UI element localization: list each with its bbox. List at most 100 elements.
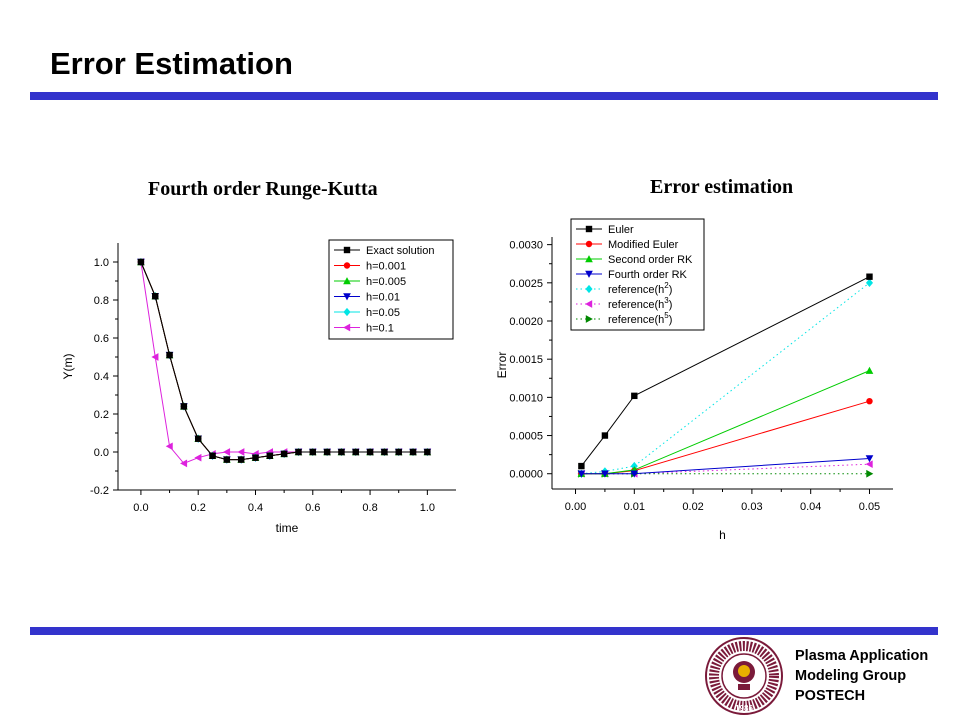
err-legend-marker xyxy=(585,225,593,233)
err-data-point xyxy=(630,470,639,478)
rk4-data-point xyxy=(237,448,245,456)
rk4-data-point xyxy=(209,452,216,459)
err-legend-marker xyxy=(585,300,593,308)
err-x-tick-label: 0.03 xyxy=(741,501,762,513)
err-x-tick-label: 0.04 xyxy=(800,501,821,513)
err-data-point xyxy=(866,397,873,405)
err-legend: Euler Modified Euler Second order RK Fourth… xyxy=(570,218,705,331)
rk4-data-point xyxy=(266,452,274,459)
rk4-data-point xyxy=(180,403,188,410)
err-x-axis-label: h xyxy=(719,528,726,542)
rk4-x-tick-label: 1.0 xyxy=(420,502,435,514)
err-data-point xyxy=(865,455,874,463)
rk4-y-tick-label: -0.2 xyxy=(90,485,109,497)
rk4-y-tick-label: 0.2 xyxy=(94,409,109,421)
rk4-chart: 0.0 0.2 0.4 0.6 0.8 1.0 -0.2 0.0 0.2 0.4 0.6 0.8 1.0… xyxy=(61,239,456,535)
err-legend-label: Euler xyxy=(608,224,634,236)
rk4-y-tick-label: 0.0 xyxy=(94,447,109,459)
rk4-x-axis-label: time xyxy=(276,521,299,535)
footer-line-2: Modeling Group xyxy=(795,668,907,684)
err-x-tick-label: 0.05 xyxy=(859,501,880,513)
err-y-tick-label: 0.0025 xyxy=(509,278,543,290)
rk4-legend-marker xyxy=(343,277,351,285)
rk4-data-point xyxy=(223,448,231,456)
err-data-point xyxy=(601,470,609,478)
err-series-line xyxy=(581,457,870,475)
err-data-point xyxy=(577,470,586,478)
err-series-line xyxy=(581,276,870,467)
bottom-divider-bar xyxy=(30,627,938,635)
rk4-legend-label: Exact solution xyxy=(366,245,434,257)
rk4-legend-marker xyxy=(343,246,351,254)
err-data-point xyxy=(631,392,638,400)
err-data-point xyxy=(865,460,873,469)
rk4-y-tick-label: 0.8 xyxy=(94,295,109,307)
rk4-data-point xyxy=(295,448,302,456)
rk4-data-point xyxy=(395,448,402,456)
rk4-y-tick-label: 1.0 xyxy=(94,257,109,269)
err-data-point xyxy=(601,432,609,439)
err-y-tick-label: 0.0015 xyxy=(509,354,543,366)
rk4-data-point xyxy=(152,293,159,300)
err-x-tick-label: 0.00 xyxy=(565,501,586,513)
err-legend-label: reference(h5) xyxy=(608,311,672,326)
rk4-legend-label: h=0.05 xyxy=(366,307,400,319)
err-legend-label: reference(h2) xyxy=(608,281,672,296)
rk4-data-point xyxy=(151,353,159,361)
rk4-data-point xyxy=(195,435,202,442)
rk4-x-tick-label: 0.8 xyxy=(362,502,377,514)
postech-seal-icon: 1986 xyxy=(705,637,783,715)
logo-year: 1986 xyxy=(735,704,753,713)
rk4-legend-label: h=0.01 xyxy=(366,292,400,304)
rk4-data-point xyxy=(309,448,316,456)
err-data-point xyxy=(866,469,874,478)
rk4-data-point xyxy=(338,448,345,456)
rk4-data-point xyxy=(424,448,431,456)
rk4-x-tick-label: 0.4 xyxy=(248,502,263,514)
rk4-data-point xyxy=(352,448,359,456)
rk4-legend-label: h=0.001 xyxy=(366,261,406,273)
err-legend-box xyxy=(570,218,705,331)
rk4-data-point xyxy=(409,448,417,456)
err-data-point xyxy=(865,366,874,374)
err-y-tick-label: 0.0005 xyxy=(509,431,543,443)
footer-line-1: Plasma Application xyxy=(795,648,929,664)
rk4-legend-label: h=0.005 xyxy=(366,276,406,288)
err-y-tick-label: 0.0010 xyxy=(509,392,543,404)
err-legend-marker xyxy=(585,255,593,263)
rk4-legend-marker xyxy=(343,293,351,301)
rk4-legend: Exact solution h=0.001 h=0.005 h=0.01 h=0.05… xyxy=(328,239,454,340)
rk4-data-point xyxy=(166,351,173,359)
top-divider-bar xyxy=(30,92,938,100)
rk4-data-point xyxy=(381,448,388,456)
rk4-data-point xyxy=(252,454,259,461)
err-legend-marker xyxy=(585,270,593,278)
err-data-point xyxy=(578,462,585,470)
error-chart-title: Error estimation xyxy=(650,176,794,198)
rk4-data-point xyxy=(137,258,145,266)
rk4-legend-marker xyxy=(343,307,351,317)
rk4-y-tick-label: 0.6 xyxy=(94,333,109,345)
rk4-legend-box xyxy=(328,239,454,340)
rk4-y-axis-label: Y(m) xyxy=(61,354,75,380)
err-legend-marker xyxy=(585,284,593,294)
err-legend-marker xyxy=(585,315,593,323)
err-y-tick-label: 0.0000 xyxy=(509,469,543,481)
rk4-data-point xyxy=(165,442,173,451)
err-y-tick-label: 0.0020 xyxy=(509,316,543,328)
rk4-data-point xyxy=(366,448,374,456)
footer-org: Plasma Application Modeling Group POSTEC… xyxy=(795,646,928,706)
rk4-chart-title: Fourth order Runge-Kutta xyxy=(148,178,378,200)
rk4-legend-label: h=0.1 xyxy=(366,323,394,335)
rk4-data-point xyxy=(194,453,202,462)
footer-line-3: POSTECH xyxy=(795,688,866,704)
err-x-tick-label: 0.01 xyxy=(624,501,645,513)
err-legend-label: Fourth order RK xyxy=(608,269,688,281)
err-data-point xyxy=(865,278,874,287)
err-data-point xyxy=(866,273,873,280)
err-series-line xyxy=(581,370,870,475)
rk4-y-tick-label: 0.4 xyxy=(94,371,109,383)
rk4-legend-marker xyxy=(343,262,351,269)
err-series-line xyxy=(581,282,870,475)
